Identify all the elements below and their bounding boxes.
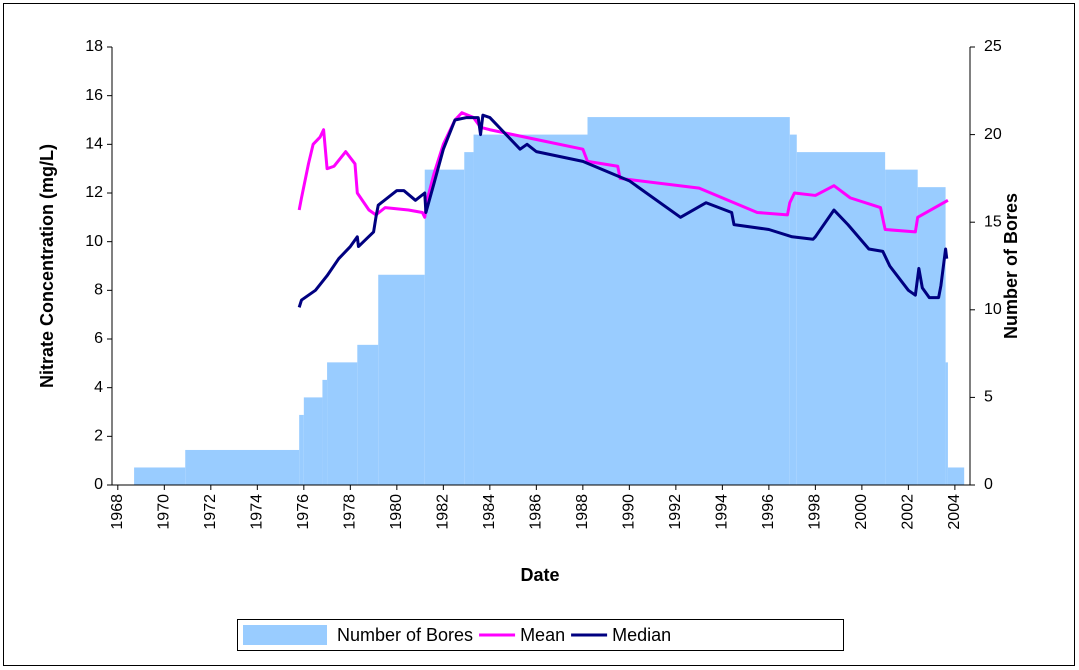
y-tick-label: 8 bbox=[94, 282, 103, 299]
bar bbox=[789, 134, 797, 485]
y2-tick-label: 5 bbox=[984, 389, 993, 406]
x-tick-label: 1986 bbox=[528, 494, 545, 530]
x-tick-label: 1976 bbox=[295, 494, 312, 530]
bar bbox=[134, 467, 186, 485]
y2-tick-label: 10 bbox=[984, 301, 1002, 318]
bar bbox=[322, 379, 328, 485]
legend-label: Number of Bores bbox=[337, 625, 473, 645]
y-tick-label: 2 bbox=[94, 428, 103, 445]
line bbox=[297, 111, 949, 234]
x-tick-label: 1968 bbox=[109, 494, 126, 530]
y-tick-label: 12 bbox=[85, 184, 103, 201]
x-tick-label: 1994 bbox=[714, 494, 731, 530]
bar bbox=[917, 187, 946, 485]
bar bbox=[796, 152, 886, 485]
y2-tick-label: 15 bbox=[984, 213, 1002, 230]
y-tick-label: 18 bbox=[85, 38, 103, 55]
x-tick-label: 1990 bbox=[621, 494, 638, 530]
bar bbox=[885, 169, 918, 485]
bar bbox=[299, 414, 304, 485]
line bbox=[297, 113, 949, 308]
x-tick-label: 1974 bbox=[249, 494, 266, 530]
x-tick-label: 2002 bbox=[900, 494, 917, 530]
y2-tick-label: 20 bbox=[984, 126, 1002, 143]
x-tick-label: 1972 bbox=[202, 494, 219, 530]
bar bbox=[303, 397, 323, 485]
x-tick-label: 1982 bbox=[435, 494, 452, 530]
legend-box bbox=[237, 619, 844, 651]
bar bbox=[947, 467, 965, 485]
y2-tick-label: 0 bbox=[984, 476, 993, 493]
legend-swatch bbox=[243, 625, 327, 645]
y-tick-label: 14 bbox=[85, 136, 103, 153]
x-tick-label: 1998 bbox=[807, 494, 824, 530]
x-tick-label: 2004 bbox=[946, 494, 963, 530]
y-tick-label: 10 bbox=[85, 233, 103, 250]
legend-label: Mean bbox=[520, 625, 565, 645]
bar bbox=[464, 152, 474, 485]
y2-tick-label: 25 bbox=[984, 38, 1002, 55]
bar bbox=[378, 274, 425, 485]
x-tick-label: 1970 bbox=[156, 494, 173, 530]
y-tick-label: 0 bbox=[94, 476, 103, 493]
y-axis-title: Nitrate Concentration (mg/L) bbox=[37, 144, 57, 388]
bar bbox=[185, 449, 300, 485]
bar bbox=[945, 362, 948, 485]
x-tick-label: 1988 bbox=[574, 494, 591, 530]
x-tick-label: 1996 bbox=[760, 494, 777, 530]
y-tick-label: 16 bbox=[85, 87, 103, 104]
x-tick-label: 1980 bbox=[388, 494, 405, 530]
bar bbox=[357, 344, 379, 485]
x-tick-label: 2000 bbox=[853, 494, 870, 530]
bar bbox=[327, 362, 358, 485]
legend-label: Median bbox=[612, 625, 671, 645]
x-tick-label: 1978 bbox=[342, 494, 359, 530]
bar bbox=[473, 134, 588, 485]
y-tick-label: 6 bbox=[94, 330, 103, 347]
bar bbox=[424, 169, 465, 485]
y-tick-label: 4 bbox=[94, 379, 103, 396]
y2-axis-title: Number of Bores bbox=[1001, 193, 1021, 339]
x-tick-label: 1984 bbox=[481, 494, 498, 530]
x-axis-title: Date bbox=[520, 565, 559, 585]
x-tick-label: 1992 bbox=[667, 494, 684, 530]
